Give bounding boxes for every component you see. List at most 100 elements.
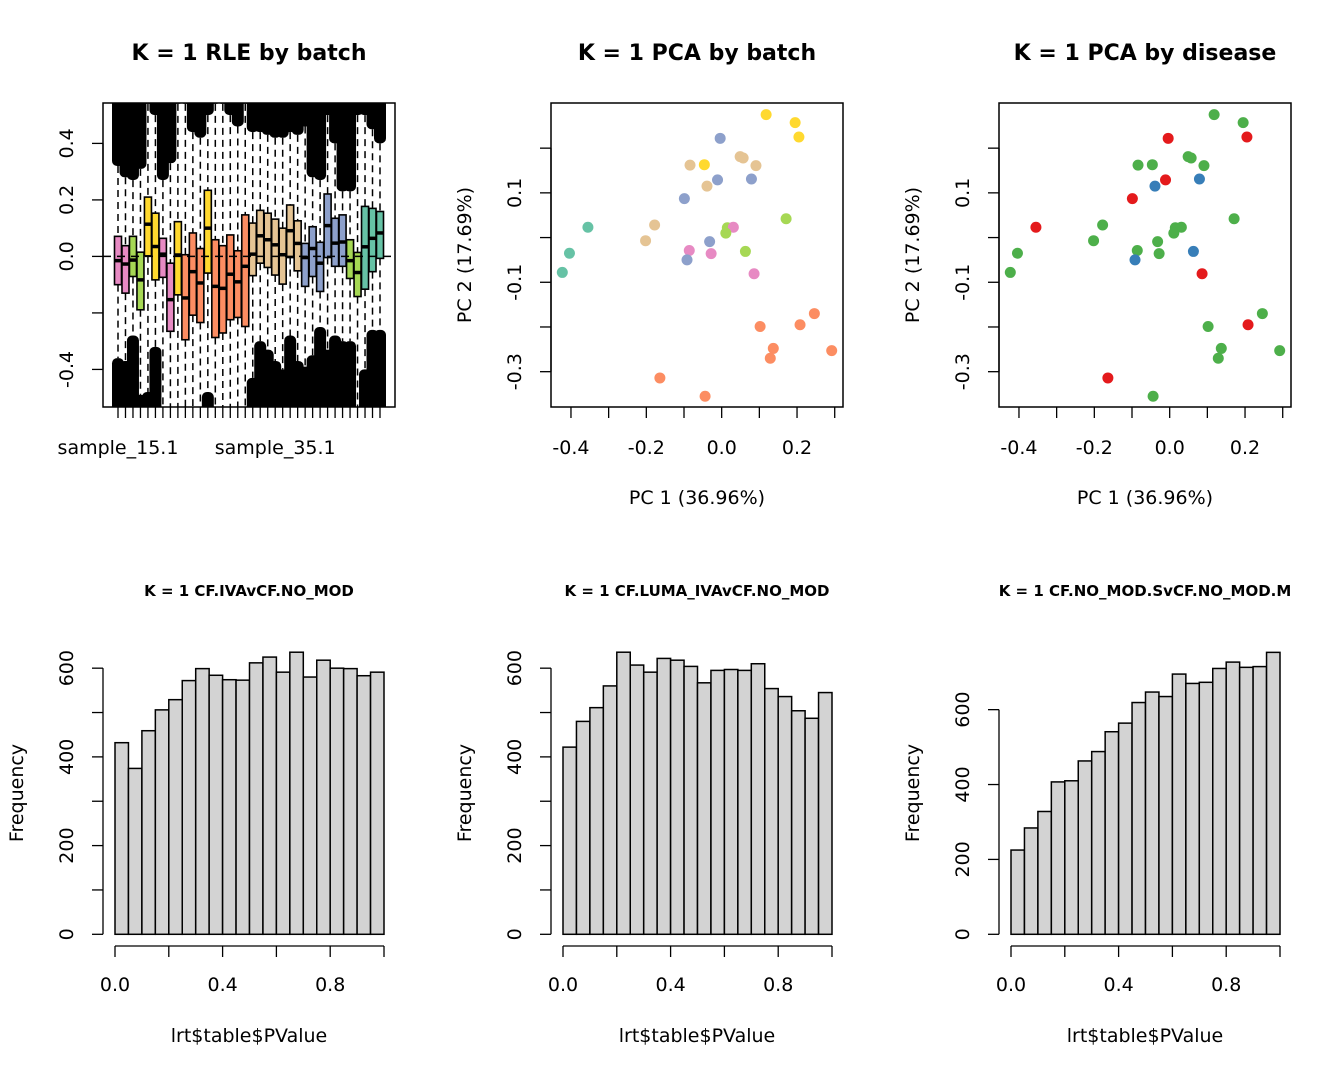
histogram-bar: [141, 729, 157, 936]
data-point: [1146, 159, 1158, 171]
data-point: [748, 268, 760, 280]
histogram-bar: [369, 671, 385, 936]
y-axis-label: PC 2 (17.69%): [902, 187, 924, 323]
histogram-bar: [302, 676, 318, 936]
histogram-bar: [275, 671, 291, 936]
x-tick-label: -0.4: [1000, 437, 1037, 459]
histogram-bar: [696, 682, 712, 936]
histogram-bar: [562, 746, 578, 936]
data-point: [1097, 219, 1109, 231]
data-point: [714, 132, 726, 144]
histogram-bar: [1144, 691, 1160, 936]
x-axis-label: PC 1 (36.96%): [1077, 487, 1213, 509]
outliers-upper: [231, 103, 244, 127]
data-point: [1196, 268, 1208, 280]
histogram-bar: [181, 679, 197, 936]
histogram-bar: [602, 685, 618, 936]
histogram-bar: [1037, 810, 1053, 936]
box: [240, 214, 250, 328]
x-tick-label: 0.8: [315, 974, 345, 996]
data-point: [1004, 266, 1016, 278]
histogram-bar: [342, 667, 358, 936]
panel-rle-by-batch: K = 1 RLE by batch -0.4 0.0 0.2 0.4 sample_1…: [56, 41, 396, 459]
histogram-bar: [316, 659, 331, 936]
data-point: [1274, 345, 1286, 357]
histogram-bar: [1238, 666, 1254, 936]
box: [248, 222, 258, 277]
y-tick-label: 0: [952, 928, 974, 940]
data-point: [789, 117, 801, 129]
histogram-bar: [1064, 780, 1080, 936]
histogram-bar: [1158, 695, 1174, 936]
x-tick-label: sample_35.1: [215, 437, 336, 459]
data-point: [760, 109, 772, 121]
data-point: [1208, 109, 1220, 121]
x-axis-label: lrt$table$PValue: [171, 1025, 327, 1047]
histogram-bar: [1265, 651, 1281, 936]
data-point: [678, 193, 690, 205]
box: [158, 237, 168, 279]
y-tick-label: 400: [952, 766, 974, 802]
data-point: [1011, 247, 1023, 259]
outliers-lower: [344, 341, 357, 407]
box: [300, 242, 310, 288]
histogram-bar: [168, 698, 184, 936]
histogram-bar: [790, 710, 806, 936]
box: [270, 218, 280, 276]
box: [143, 196, 153, 257]
data-point: [737, 152, 749, 164]
data-point: [563, 247, 575, 259]
histogram-bar: [1131, 701, 1147, 936]
data-point: [654, 372, 666, 384]
histogram-bar: [723, 668, 739, 936]
panel-pca-by-disease: K = 1 PCA by disease PC 1 (36.96%) PC 2 …: [902, 41, 1292, 509]
data-point: [701, 180, 713, 192]
data-point: [705, 248, 717, 260]
data-point: [1198, 160, 1210, 172]
y-tick-label: 600: [56, 650, 78, 686]
histogram-bar: [1212, 667, 1227, 936]
box: [375, 210, 385, 260]
outliers-upper: [374, 103, 386, 144]
histogram-bar: [1050, 781, 1066, 936]
box: [308, 225, 317, 278]
histogram-bar: [262, 656, 278, 936]
data-point: [1132, 159, 1144, 171]
y-tick-label: 400: [56, 739, 78, 775]
x-tick-label: -0.4: [552, 437, 589, 459]
data-point: [1193, 173, 1205, 185]
y-tick-label: 0.2: [56, 185, 78, 215]
box: [203, 189, 213, 274]
data-point: [727, 221, 739, 233]
data-point: [745, 173, 757, 185]
data-point: [1153, 248, 1165, 260]
box: [166, 262, 175, 333]
data-point: [720, 227, 732, 239]
data-point: [1175, 221, 1187, 233]
histogram-bar: [235, 679, 251, 936]
histogram-bar: [127, 767, 143, 936]
data-point: [681, 254, 693, 266]
y-tick-label: 0.1: [952, 178, 974, 208]
outliers-upper: [201, 103, 214, 116]
box: [225, 234, 235, 321]
data-point: [826, 345, 838, 357]
y-tick-label: -0.3: [952, 353, 974, 390]
data-point: [684, 159, 696, 171]
box: [211, 238, 220, 339]
histogram-bar: [1023, 827, 1039, 936]
data-point: [1162, 132, 1174, 144]
x-tick-label: 0.4: [655, 974, 685, 996]
box: [196, 247, 205, 324]
y-tick-label: 0: [56, 928, 78, 940]
histogram-bar: [356, 674, 372, 936]
data-point: [1185, 152, 1197, 164]
box: [353, 251, 362, 298]
y-axis-label: PC 2 (17.69%): [454, 187, 476, 323]
data-point: [683, 245, 695, 257]
data-point: [739, 245, 751, 257]
box: [293, 220, 302, 272]
data-point: [1102, 372, 1114, 384]
y-tick-label: 200: [952, 841, 974, 877]
